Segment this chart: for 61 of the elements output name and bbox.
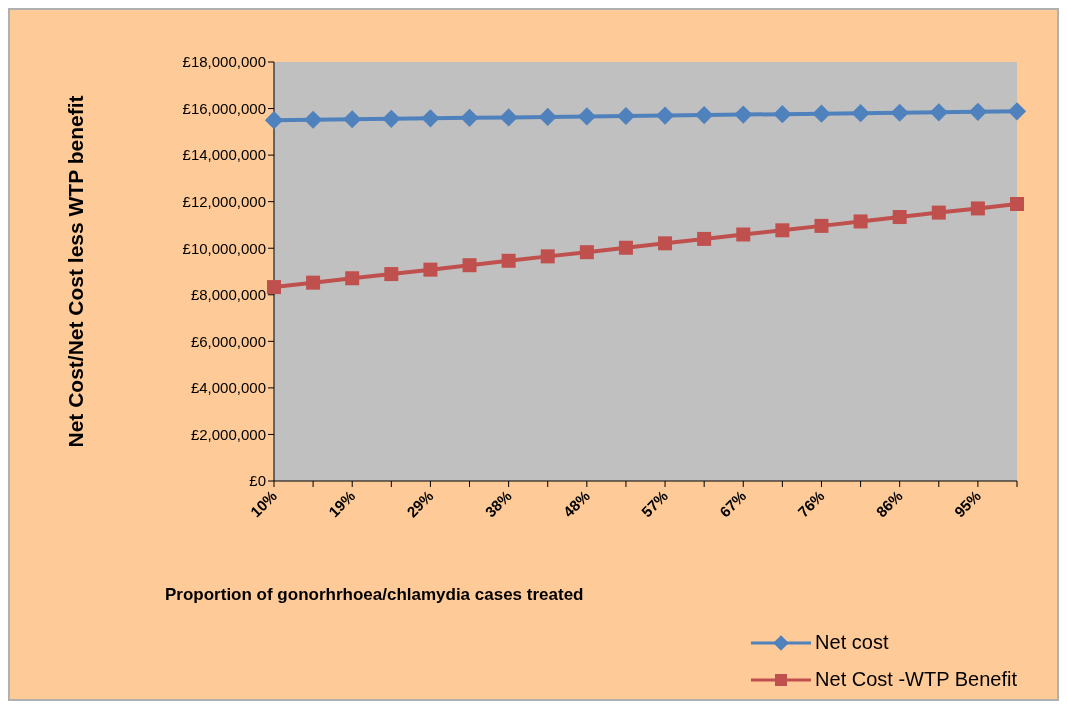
point [579,245,594,260]
y-tick-label: £2,000,000 [190,425,266,443]
y-tick-label: £6,000,000 [190,332,266,350]
point [851,104,870,123]
point [655,106,675,125]
point [697,231,712,246]
y-axis-title: Net Cost/Net Cost less WTP benefit [64,95,88,448]
point [853,214,868,229]
y-tick-label: £16,000,000 [182,99,266,117]
x-tick-label: 95% [950,487,985,521]
point [1007,102,1027,121]
point [304,110,323,129]
x-tick-label: 86% [872,487,906,521]
x-tick-label: 67% [716,487,750,521]
point [814,218,829,233]
y-tick-label: £8,000,000 [190,286,266,304]
point [423,262,438,277]
y-tick-label: £14,000,000 [182,146,266,164]
y-tick-label: £4,000,000 [190,379,266,397]
point [658,236,673,251]
point [892,210,907,225]
point [812,104,831,123]
point [695,105,714,125]
point [890,103,909,122]
point [775,223,790,238]
point [421,109,440,128]
y-tick-label: £12,000,000 [182,192,266,210]
y-tick-label: £10,000,000 [182,239,266,257]
point [499,108,518,127]
point [734,105,753,124]
point [264,111,284,130]
point [616,106,636,126]
point [462,258,477,273]
y-tick-label: £18,000,000 [182,53,266,71]
point [382,109,401,128]
point [384,267,399,282]
legend-label: Net Cost -WTP Benefit [815,668,1017,691]
x-tick-label: 48% [559,487,593,521]
x-tick-label: 38% [481,487,515,521]
point [1010,196,1024,211]
x-tick-label: 57% [637,487,672,521]
point [577,107,596,126]
point [501,253,516,268]
point [306,275,321,290]
point [345,271,360,286]
legend-label: Net cost [815,631,889,654]
point [773,105,792,124]
point [970,201,985,216]
point [931,205,946,220]
x-axis-title: Proportion of gonorhrhoea/chlamydia cases treated [165,585,584,605]
point [968,102,987,121]
point [538,107,557,127]
point [343,110,362,129]
point [618,240,633,255]
point [736,227,751,242]
y-tick-label: £0 [249,472,266,490]
x-tick-label: 76% [794,487,828,521]
point [460,108,479,127]
point [540,249,555,264]
point [267,280,281,295]
point [929,103,948,122]
